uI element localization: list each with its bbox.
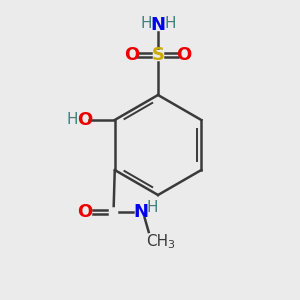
Text: S: S	[152, 46, 164, 64]
Text: N: N	[151, 16, 166, 34]
Text: O: O	[77, 111, 92, 129]
Text: H: H	[67, 112, 78, 128]
Text: N: N	[133, 203, 148, 221]
Text: H: H	[164, 16, 176, 31]
Text: H: H	[147, 200, 158, 215]
Text: CH: CH	[146, 235, 168, 250]
Text: 3: 3	[167, 240, 174, 250]
Text: O: O	[77, 203, 92, 221]
Text: O: O	[176, 46, 192, 64]
Text: H: H	[140, 16, 152, 31]
Text: O: O	[124, 46, 140, 64]
